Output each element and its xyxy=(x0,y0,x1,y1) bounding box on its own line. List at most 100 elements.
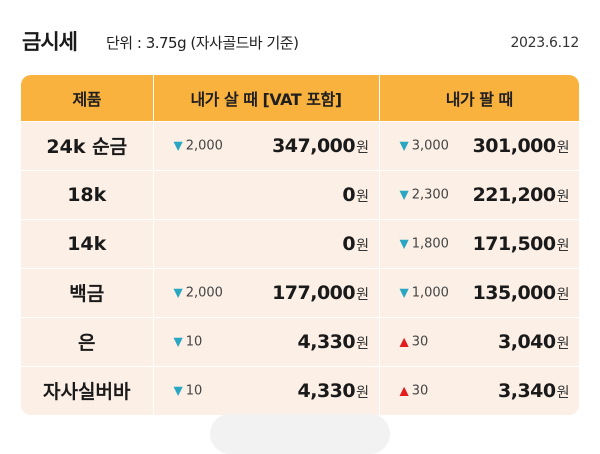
buy-price: 347,000원 xyxy=(272,134,369,157)
buy-price-cell: ▼ 10 4,330원 xyxy=(152,316,379,366)
currency-unit: 원 xyxy=(356,237,369,254)
product-name: 은 xyxy=(21,316,153,366)
currency-unit: 원 xyxy=(356,139,369,156)
currency-unit: 원 xyxy=(356,335,369,352)
table-row: 18k 0원 ▼ 2,300 221,200원 xyxy=(21,169,579,219)
product-name: 자사실버바 xyxy=(21,365,153,415)
product-name: 14k xyxy=(21,218,153,268)
buy-change: ▼ 10 xyxy=(174,383,203,398)
buy-price-value: 0 xyxy=(342,232,356,255)
triangle-up-icon: ▲ xyxy=(399,383,409,398)
more-button[interactable] xyxy=(210,414,390,454)
triangle-down-icon: ▼ xyxy=(399,138,409,152)
sell-change: ▲ 30 xyxy=(400,383,429,398)
sell-price-cell: ▲ 30 3,040원 xyxy=(378,316,579,366)
sell-change-value: 3,000 xyxy=(411,138,449,153)
sell-change-value: 2,300 xyxy=(411,187,449,202)
currency-unit: 원 xyxy=(556,335,570,352)
currency-unit: 원 xyxy=(356,188,369,205)
triangle-up-icon: ▲ xyxy=(399,334,409,348)
buy-price-value: 177,000 xyxy=(272,281,356,304)
buy-price: 177,000원 xyxy=(272,281,369,304)
triangle-down-icon: ▼ xyxy=(399,236,409,250)
table-row: 자사실버바 ▼ 10 4,330원 ▲ 30 3,340원 xyxy=(21,365,579,415)
buy-price-value: 0 xyxy=(342,183,356,206)
sell-price-cell: ▼ 1,000 135,000원 xyxy=(378,267,579,317)
buy-price-cell: ▼ 10 4,330원 xyxy=(152,365,379,415)
currency-unit: 원 xyxy=(356,384,369,401)
column-header-product: 제품 xyxy=(72,89,102,109)
product-name: 18k xyxy=(21,169,153,219)
table-row: 24k 순금 ▼ 2,000 347,000원 ▼ 3,000 301,000원 xyxy=(21,120,579,170)
buy-price-cell: 0원 xyxy=(152,218,379,268)
triangle-down-icon: ▼ xyxy=(173,285,183,299)
sell-price-value: 301,000 xyxy=(472,134,557,157)
buy-change: ▼ 2,000 xyxy=(174,285,223,300)
product-name: 백금 xyxy=(21,267,153,317)
sell-change: ▼ 2,300 xyxy=(400,187,449,202)
sell-price-value: 3,340 xyxy=(498,379,556,402)
sell-price-value: 135,000 xyxy=(472,281,557,304)
sell-price-value: 171,500 xyxy=(472,232,557,255)
buy-price-value: 4,330 xyxy=(297,330,356,353)
triangle-down-icon: ▼ xyxy=(173,383,183,398)
sell-price: 171,500원 xyxy=(472,232,570,255)
table-header-row: 제품 내가 살 때 [VAT 포함] 내가 팔 때 xyxy=(21,75,579,121)
buy-price: 0원 xyxy=(342,232,369,255)
table-row: 14k 0원 ▼ 1,800 171,500원 xyxy=(21,218,579,268)
buy-price-cell: ▼ 2,000 177,000원 xyxy=(152,267,379,317)
sell-change-value: 30 xyxy=(411,383,429,399)
buy-price-value: 4,330 xyxy=(297,379,356,402)
currency-unit: 원 xyxy=(556,237,570,254)
column-header-buy: 내가 살 때 [VAT 포함] xyxy=(152,75,379,121)
buy-change: ▼ 10 xyxy=(174,334,203,349)
column-header-sell: 내가 팔 때 xyxy=(378,75,579,121)
table-row: 은 ▼ 10 4,330원 ▲ 30 3,040원 xyxy=(21,316,579,366)
currency-unit: 원 xyxy=(356,286,369,303)
buy-price: 0원 xyxy=(342,183,369,206)
currency-unit: 원 xyxy=(556,188,570,205)
sell-price: 3,340원 xyxy=(498,379,570,402)
table-row: 백금 ▼ 2,000 177,000원 ▼ 1,000 135,000원 xyxy=(21,267,579,317)
triangle-down-icon: ▼ xyxy=(173,138,183,152)
triangle-down-icon: ▼ xyxy=(173,334,183,348)
sell-price-cell: ▲ 30 3,340원 xyxy=(378,365,579,415)
sell-price-cell: ▼ 2,300 221,200원 xyxy=(378,169,579,219)
currency-unit: 원 xyxy=(556,384,570,401)
triangle-down-icon: ▼ xyxy=(399,285,409,299)
sell-price: 221,200원 xyxy=(472,183,570,206)
buy-price-value: 347,000 xyxy=(272,134,356,157)
sell-price: 3,040원 xyxy=(498,330,570,353)
buy-price-cell: ▼ 2,000 347,000원 xyxy=(152,120,379,170)
sell-price-cell: ▼ 1,800 171,500원 xyxy=(378,218,579,268)
sell-change-value: 1,000 xyxy=(411,285,449,300)
triangle-down-icon: ▼ xyxy=(399,187,409,201)
buy-change: ▼ 2,000 xyxy=(174,138,223,153)
sell-price-value: 3,040 xyxy=(498,330,556,353)
unit-note: 단위 : 3.75g (자사골드바 기준) xyxy=(106,34,299,52)
sell-price-cell: ▼ 3,000 301,000원 xyxy=(378,120,579,170)
buy-change-value: 2,000 xyxy=(185,138,223,153)
buy-change-value: 2,000 xyxy=(185,285,223,300)
sell-change: ▼ 1,000 xyxy=(400,285,449,300)
currency-unit: 원 xyxy=(556,139,570,156)
buy-change-value: 10 xyxy=(185,334,203,349)
sell-change: ▼ 3,000 xyxy=(400,138,449,153)
currency-unit: 원 xyxy=(556,286,570,303)
buy-price: 4,330원 xyxy=(297,379,370,402)
sell-price-value: 221,200 xyxy=(472,183,557,206)
buy-price-cell: 0원 xyxy=(152,169,379,219)
price-header: 금시세 단위 : 3.75g (자사골드바 기준) 2023.6.12 xyxy=(20,26,580,56)
sell-change: ▲ 30 xyxy=(400,334,429,349)
buy-price: 4,330원 xyxy=(297,330,370,353)
product-name: 24k 순금 xyxy=(21,120,153,170)
page-title: 금시세 xyxy=(22,30,78,54)
buy-change-value: 10 xyxy=(185,383,203,399)
sell-price: 301,000원 xyxy=(472,134,570,157)
sell-price: 135,000원 xyxy=(472,281,570,304)
sell-change: ▼ 1,800 xyxy=(400,236,449,251)
sell-change-value: 30 xyxy=(411,334,429,349)
sell-change-value: 1,800 xyxy=(411,236,449,251)
gold-price-table: 제품 내가 살 때 [VAT 포함] 내가 팔 때 24k 순금 ▼ 2,000 34… xyxy=(21,75,579,415)
price-date: 2023.6.12 xyxy=(510,35,579,51)
